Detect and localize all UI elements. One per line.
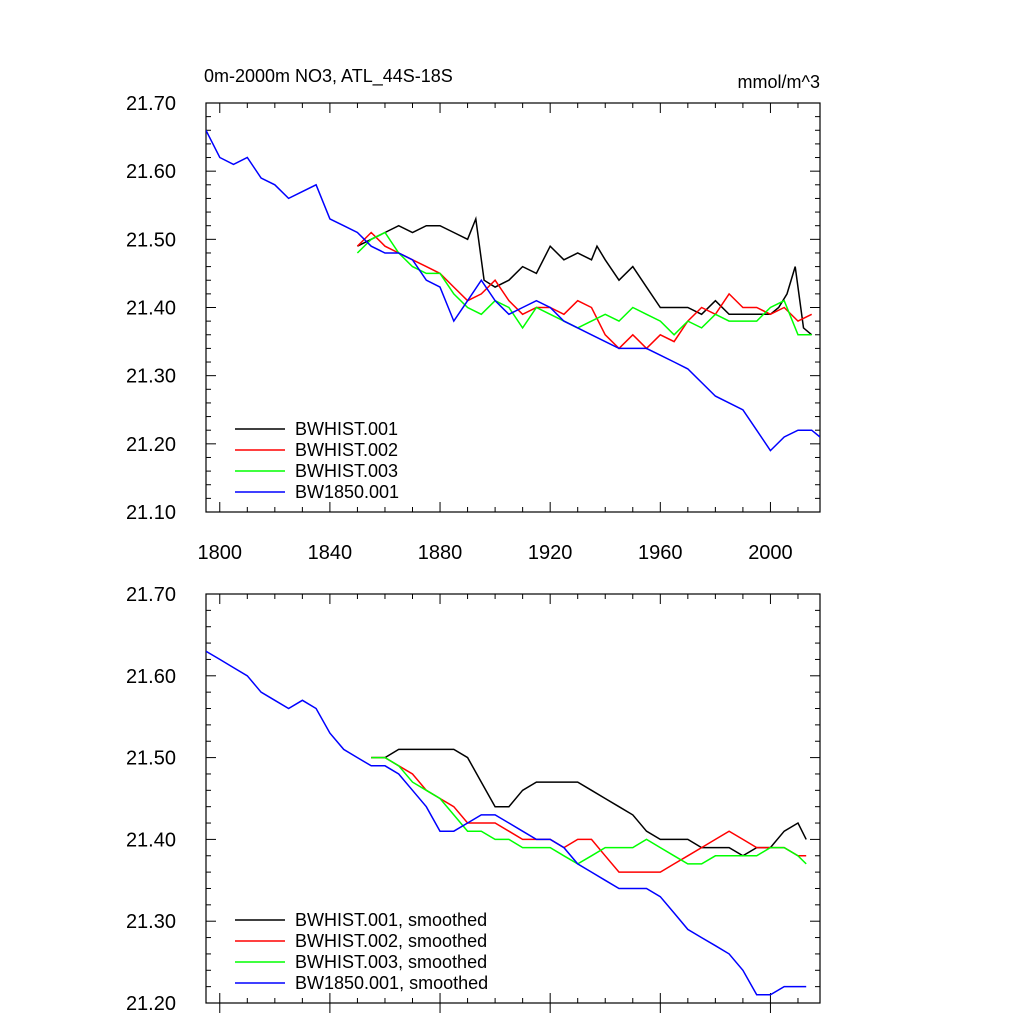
series-line-2 [371, 756, 807, 873]
legend-label: BWHIST.003, smoothed [295, 952, 487, 972]
y-tick-label: 21.20 [126, 434, 176, 456]
legend-label: BW1850.001 [295, 482, 399, 502]
series-line-3 [356, 231, 812, 336]
series-line-2 [356, 231, 813, 350]
series-line-1 [371, 748, 807, 857]
x-tick-label: 1880 [418, 542, 463, 564]
legend-label: BWHIST.003 [295, 461, 398, 481]
y-tick-label: 21.40 [126, 829, 176, 851]
y-tick-label: 21.70 [126, 584, 176, 606]
y-tick-label: 21.60 [126, 161, 176, 183]
y-tick-label: 21.40 [126, 298, 176, 320]
x-tick-label: 1840 [308, 542, 353, 564]
y-tick-label: 21.20 [126, 993, 176, 1015]
series-line-4 [206, 650, 807, 996]
plot-bottom: 21.20 21.30 21.40 21.50 21.60 21.70 BWHIST.001… [126, 584, 821, 1015]
x-tick-label: 1960 [638, 542, 683, 564]
legend-label: BWHIST.001 [295, 419, 398, 439]
x-tick-label: 2000 [748, 542, 793, 564]
y-tick-label: 21.30 [126, 911, 176, 933]
y-tick-label: 21.50 [126, 748, 176, 770]
y-tick-label: 21.30 [126, 366, 176, 388]
series-line-1 [357, 215, 813, 336]
plot-frame [205, 593, 821, 1004]
x-tick-label: 1800 [198, 542, 243, 564]
y-tick-label: 21.50 [126, 229, 176, 251]
x-tick-label: 1920 [528, 542, 573, 564]
legend-label: BWHIST.001, smoothed [295, 910, 487, 930]
series-line-4 [206, 129, 820, 452]
y-tick-label: 21.70 [126, 93, 176, 115]
y-tick-label: 21.60 [126, 666, 176, 688]
legend-label: BWHIST.002, smoothed [295, 931, 487, 951]
legend-label: BWHIST.002 [295, 440, 398, 460]
chart-title: 0m-2000m NO3, ATL_44S-18S [204, 66, 453, 87]
series-line-3 [371, 756, 807, 865]
legend-label: BW1850.001, smoothed [295, 973, 488, 993]
units-label: mmol/m^3 [738, 72, 820, 92]
y-tick-label: 21.10 [126, 502, 176, 524]
plot-top: 21.10 21.20 21.30 21.40 21.50 21.60 21.70 1800 1… [126, 93, 821, 564]
